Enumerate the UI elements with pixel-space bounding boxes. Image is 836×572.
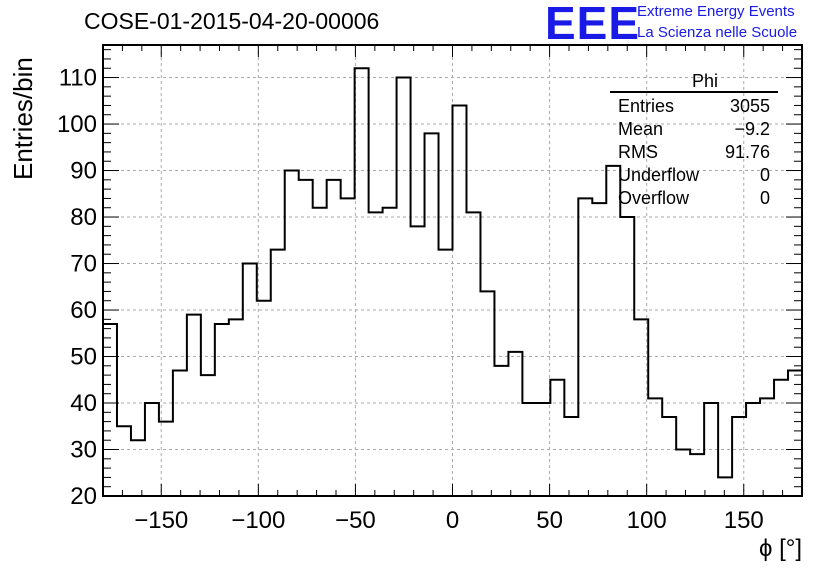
histogram-bar [564, 417, 578, 496]
logo-line-2: La Scienza nelle Scuole [637, 24, 798, 41]
histogram-bar [117, 426, 131, 496]
histogram-bar [243, 264, 257, 496]
logo-line-1: Extreme Energy Events [637, 3, 795, 20]
histogram-bar [369, 212, 383, 496]
histogram-bar [690, 454, 704, 496]
histogram-bar [173, 370, 187, 496]
y-tick-label: 60 [70, 297, 97, 324]
histogram-bar [662, 417, 676, 496]
histogram-bar [508, 352, 522, 496]
histogram-bar [648, 398, 662, 496]
histogram-bar [299, 180, 313, 496]
stats-value: 91.76 [724, 142, 770, 162]
y-tick-label: 20 [70, 483, 97, 510]
x-tick-label: −150 [134, 507, 188, 534]
stats-box: Phi Entries 3055 Mean −9.2 RMS 91.76 Und… [610, 71, 778, 210]
stats-value: 3055 [729, 96, 770, 116]
stats-value: 0 [759, 165, 770, 185]
y-tick-label: 50 [70, 344, 97, 371]
plot-title: COSE-01-2015-04-20-00006 [84, 8, 380, 34]
histogram-bar [676, 450, 690, 496]
x-tick-label: −50 [335, 507, 376, 534]
histogram-bar [327, 180, 341, 496]
histogram-bar [397, 78, 411, 496]
histogram-bar [383, 208, 397, 496]
histogram-bar [774, 380, 788, 496]
histogram-bar [578, 198, 592, 496]
y-tick-label: 90 [70, 158, 97, 185]
histogram-bar [480, 291, 494, 496]
histogram-bar [313, 208, 327, 496]
y-tick-label: 70 [70, 251, 97, 278]
histogram-bar [229, 319, 243, 496]
histogram-bar [439, 250, 453, 496]
stats-row: Entries 3055 [610, 95, 778, 118]
stats-value: 0 [759, 188, 770, 208]
histogram-bar [355, 68, 369, 496]
stats-value: −9.2 [734, 119, 770, 139]
histogram-bar [425, 133, 439, 496]
y-tick-label: 80 [70, 204, 97, 231]
stats-row: Mean −9.2 [610, 118, 778, 141]
stats-label: Overflow [618, 188, 690, 208]
x-tick-label: 0 [446, 507, 459, 534]
stats-divider [610, 91, 778, 93]
histogram-bar [271, 250, 285, 496]
y-tick-label: 30 [70, 437, 97, 464]
histogram-bar [103, 324, 117, 496]
histogram-bar [187, 315, 201, 496]
stats-row: Overflow 0 [610, 187, 778, 210]
stats-row: RMS 91.76 [610, 141, 778, 164]
histogram-bar [411, 226, 425, 496]
stats-label: RMS [618, 142, 658, 162]
x-tick-label: 100 [627, 507, 667, 534]
stats-label: Mean [618, 119, 664, 139]
histogram-bar [494, 366, 508, 496]
stats-row: Underflow 0 [610, 164, 778, 187]
histogram-bar [285, 171, 299, 496]
y-tick-label: 100 [57, 111, 97, 138]
histogram-bar [718, 477, 732, 496]
eee-logo: EEE [545, 0, 641, 49]
histogram-bar [550, 380, 564, 496]
histogram-bar [606, 166, 620, 496]
y-axis-label: Entries/bin [8, 57, 38, 180]
histogram-bar [466, 212, 480, 496]
plot-frame [102, 44, 803, 497]
stats-label: Underflow [618, 165, 700, 185]
x-tick-label: −100 [231, 507, 285, 534]
stats-label: Entries [618, 96, 675, 116]
histogram-bar [760, 398, 774, 496]
histogram-bar [257, 301, 271, 496]
x-tick-label: 50 [536, 507, 563, 534]
histogram-outline [102, 67, 803, 496]
y-tick-label: 40 [70, 390, 97, 417]
histogram-bar [592, 203, 606, 496]
histogram-bar [453, 105, 467, 496]
x-tick-label: 150 [724, 507, 764, 534]
stats-title: Phi [691, 71, 718, 91]
tick-labels: −150 −100 −50 0 50 100 150 20 30 40 50 60 70 80 90 100 1… [57, 65, 764, 534]
histogram-bar [341, 198, 355, 496]
y-tick-label: 110 [59, 65, 97, 92]
histogram-bar [201, 375, 215, 496]
histogram-bar [215, 324, 229, 496]
histogram-bar [131, 440, 145, 496]
histogram-bar [634, 319, 648, 496]
x-axis-label: ϕ [°] [758, 535, 802, 562]
